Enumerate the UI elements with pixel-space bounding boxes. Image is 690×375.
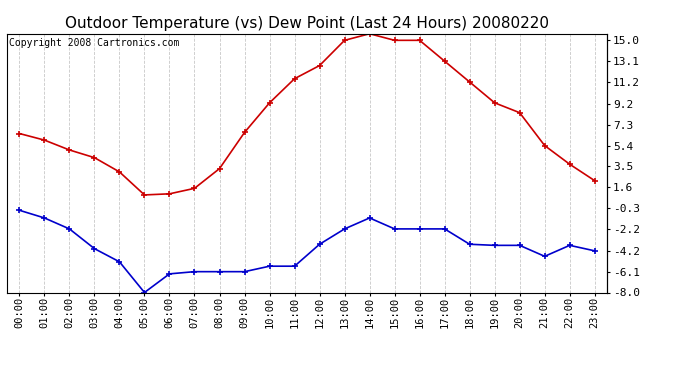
Title: Outdoor Temperature (vs) Dew Point (Last 24 Hours) 20080220: Outdoor Temperature (vs) Dew Point (Last… (65, 16, 549, 31)
Text: Copyright 2008 Cartronics.com: Copyright 2008 Cartronics.com (9, 38, 179, 48)
